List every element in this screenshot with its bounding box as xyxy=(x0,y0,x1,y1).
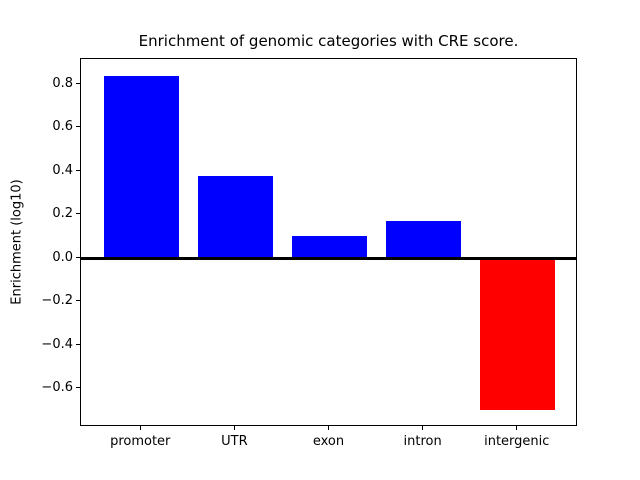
bar-exon xyxy=(291,236,368,259)
y-tick xyxy=(76,256,80,258)
y-tick-label: −0.4 xyxy=(41,336,73,352)
y-tick xyxy=(76,169,80,171)
bar-UTR xyxy=(197,175,274,259)
plot-area xyxy=(80,58,577,426)
y-tick-label: 0.8 xyxy=(52,75,73,91)
y-tick-label: 0.0 xyxy=(52,249,73,265)
y-axis-label: Enrichment (log10) xyxy=(9,179,25,305)
chart-title: Enrichment of genomic categories with CR… xyxy=(138,32,519,50)
x-tick-promoter xyxy=(139,426,141,430)
x-tick-label-promoter: promoter xyxy=(110,434,171,449)
y-tick xyxy=(76,300,80,302)
x-tick-label-exon: exon xyxy=(312,434,345,449)
bar-promoter xyxy=(103,75,179,259)
x-tick-intron xyxy=(422,426,424,430)
y-tick xyxy=(76,213,80,215)
x-tick-UTR xyxy=(233,426,235,430)
y-tick xyxy=(76,343,80,345)
bar-intron xyxy=(385,221,462,259)
x-tick-exon xyxy=(328,426,329,430)
x-tick-label-UTR: UTR xyxy=(221,434,248,449)
y-tick-label: 0.4 xyxy=(52,162,73,178)
y-tick xyxy=(76,126,80,128)
y-tick-label: 0.2 xyxy=(52,206,73,222)
y-tick-label: −0.6 xyxy=(41,380,73,396)
y-tick xyxy=(76,82,80,84)
y-tick xyxy=(76,387,80,389)
x-tick-intergenic xyxy=(516,426,518,430)
y-tick-label: −0.2 xyxy=(41,293,73,309)
bar-intergenic xyxy=(480,258,556,411)
x-tick-label-intergenic: intergenic xyxy=(484,434,550,449)
x-tick-label-intron: intron xyxy=(403,434,442,449)
zero-line xyxy=(81,256,576,260)
y-tick-label: 0.6 xyxy=(52,119,73,135)
